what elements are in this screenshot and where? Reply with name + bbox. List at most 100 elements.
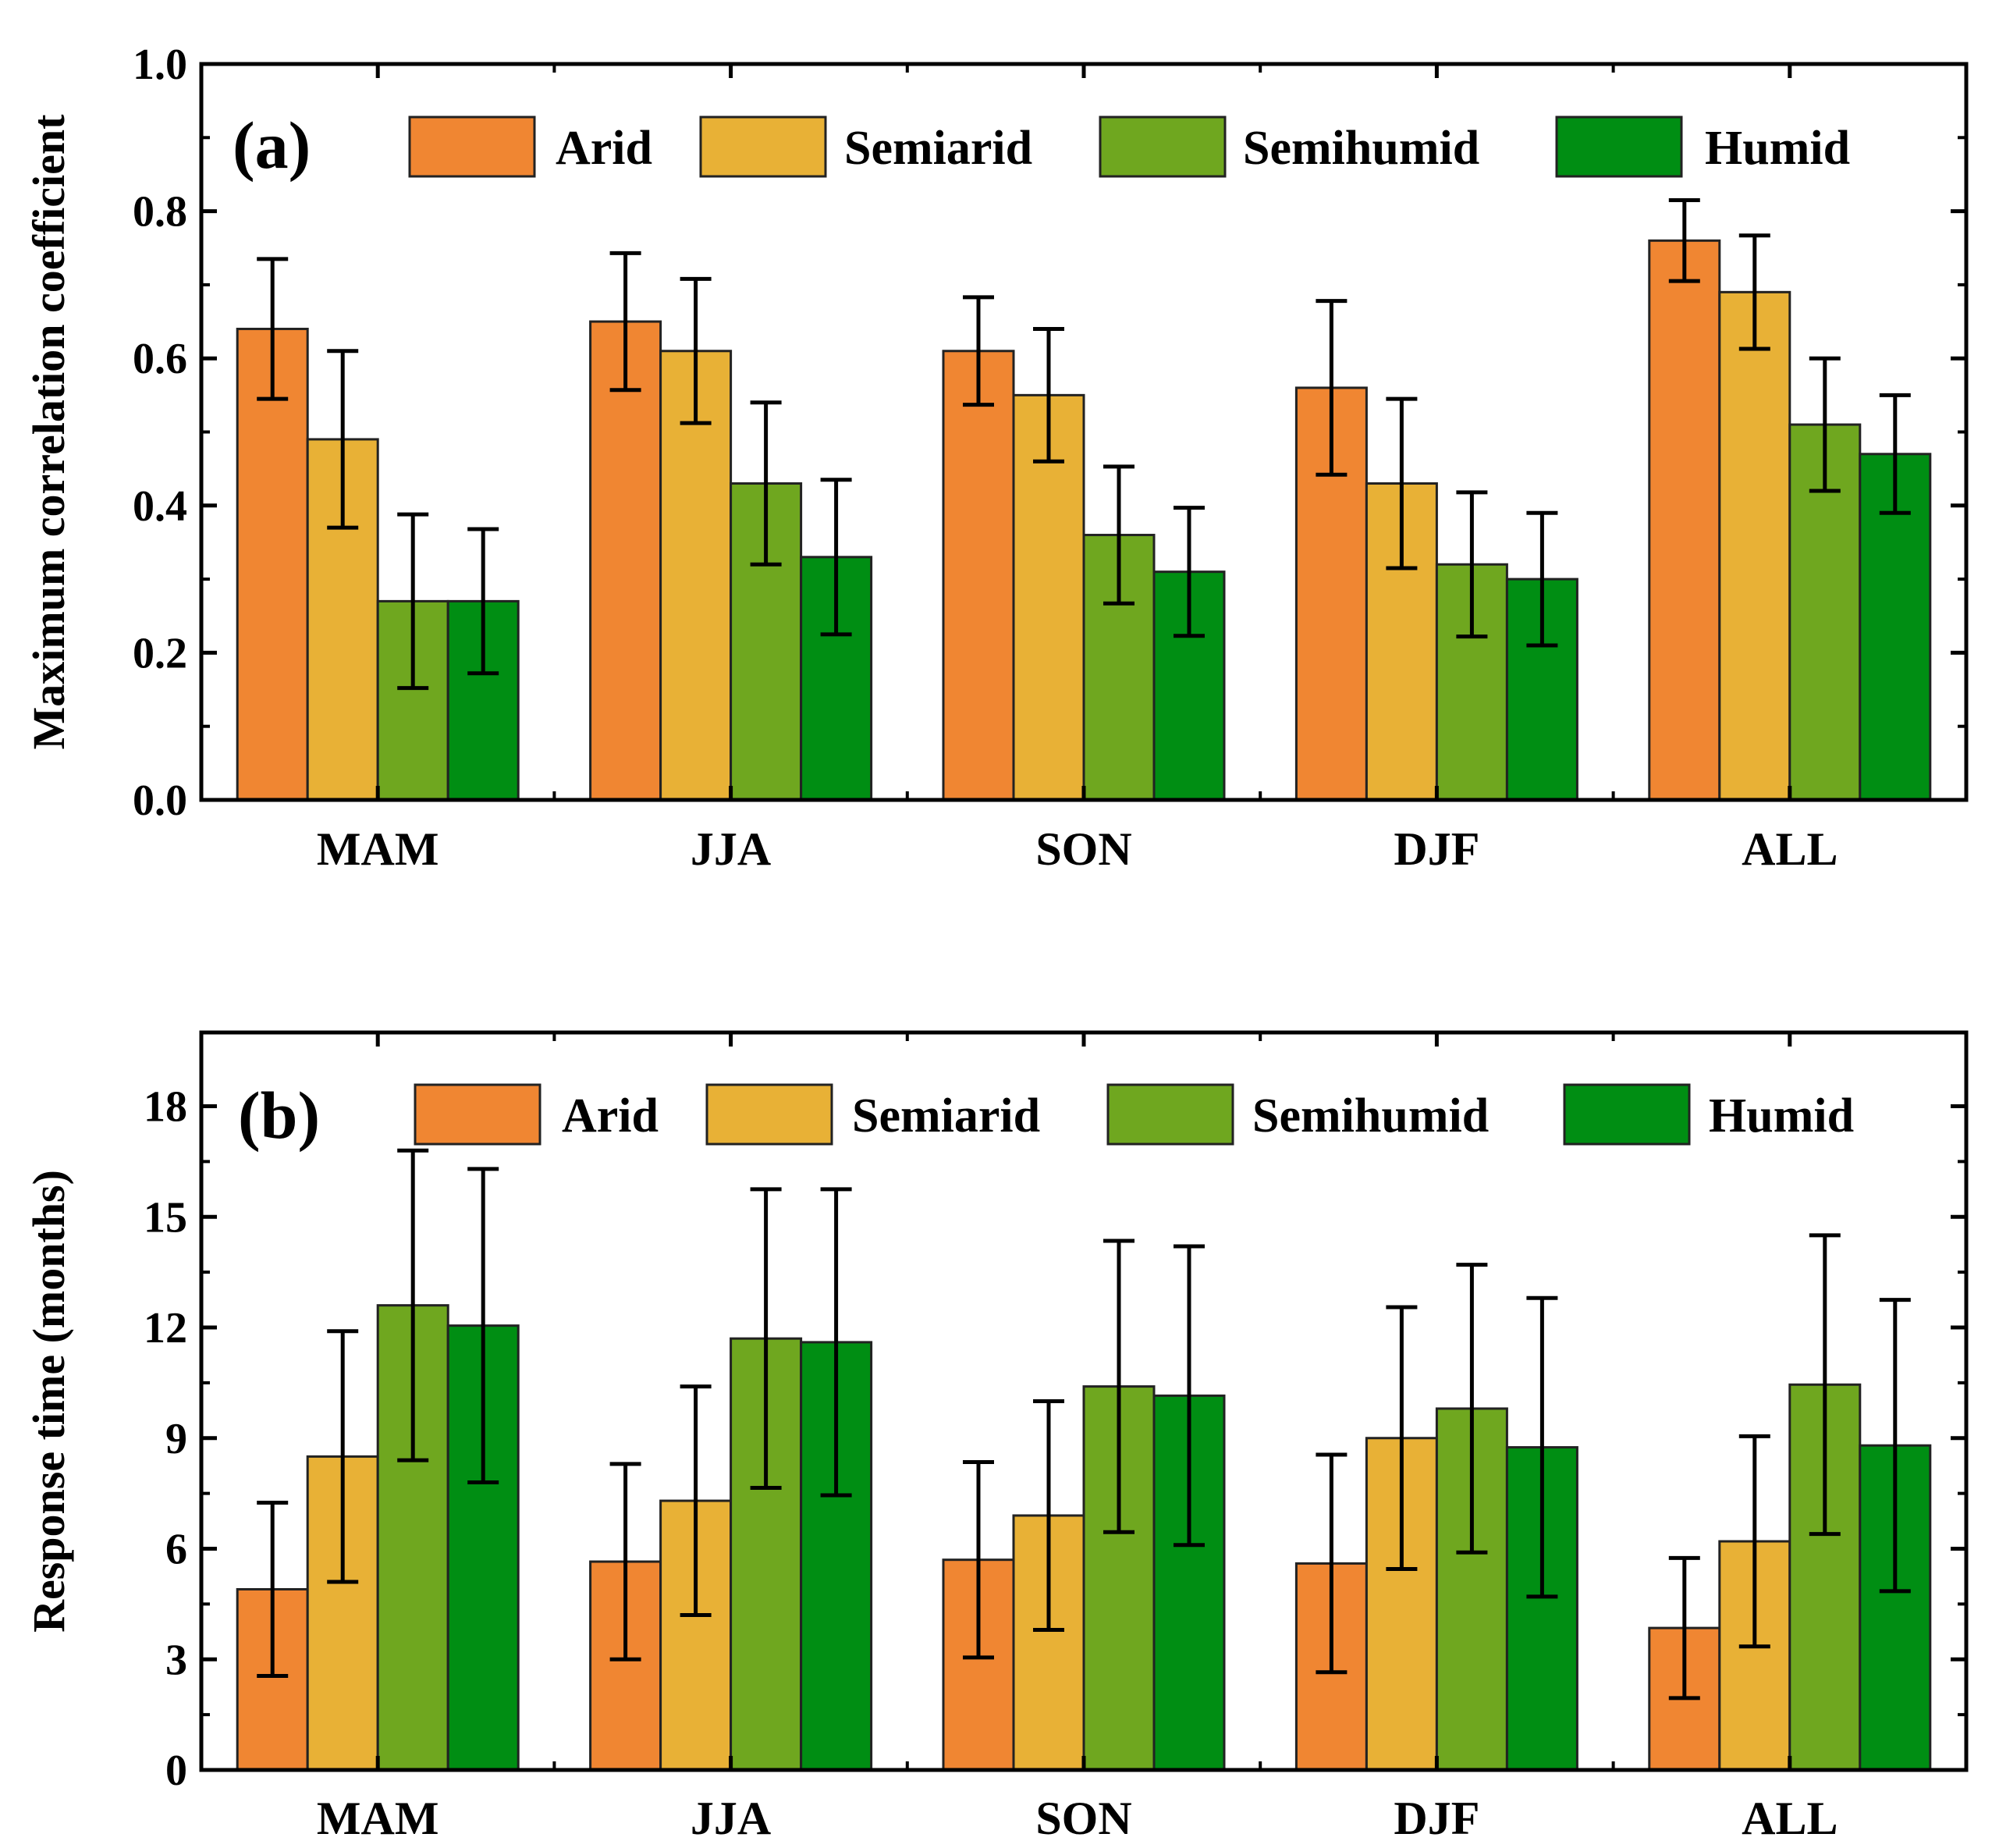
error-bar-semihumid-mam	[397, 1148, 429, 1462]
error-bar-arid-djf	[1316, 299, 1348, 477]
x-category-label: ALL	[1742, 1793, 1838, 1844]
error-bar-humid-jja	[820, 1187, 852, 1498]
error-bar-humid-djf	[1526, 1295, 1558, 1599]
error-bar-arid-son	[963, 1459, 994, 1660]
error-bar-semiarid-djf	[1386, 396, 1418, 570]
x-category-label: JJA	[691, 1793, 771, 1844]
legend-swatch-humid	[1555, 116, 1683, 178]
error-bar-humid-son	[1174, 1244, 1205, 1548]
error-bar-semiarid-all	[1738, 1434, 1770, 1649]
x-category-label: JJA	[691, 823, 771, 875]
error-bar-semihumid-all	[1809, 1233, 1841, 1537]
error-bar-humid-mam	[467, 527, 499, 676]
error-bar-semiarid-jja	[680, 276, 712, 425]
error-bar-humid-jja	[820, 478, 852, 637]
legend: Arid Semiarid Semihumid Humid	[408, 116, 1850, 178]
legend-swatch-semihumid	[1099, 116, 1227, 178]
error-bar-arid-jja	[609, 251, 641, 393]
error-bar-semihumid-jja	[750, 1187, 782, 1491]
y-tick-label: 0.0	[133, 777, 187, 825]
legend-label-humid: Humid	[1705, 122, 1850, 175]
legend-swatch-semihumid	[1106, 1083, 1234, 1146]
x-category-label: SON	[1035, 823, 1131, 875]
bar-arid-mam	[236, 327, 309, 801]
error-bar-semiarid-mam	[327, 1329, 359, 1584]
y-tick-label: 0.8	[133, 188, 187, 236]
error-bar-semihumid-son	[1103, 464, 1134, 606]
legend-swatch-arid	[408, 116, 536, 178]
bar-humid-mam	[446, 599, 520, 801]
error-bar-semiarid-son	[1033, 326, 1064, 464]
error-bar-arid-mam	[257, 1500, 289, 1679]
y-tick-label: 0.6	[133, 335, 187, 383]
series-humid	[446, 1167, 1932, 1772]
error-bar-semiarid-all	[1738, 233, 1770, 351]
y-axis-title: Response time (months)	[23, 1170, 74, 1633]
legend-label-semiarid: Semiarid	[844, 122, 1032, 175]
series-arid	[236, 1452, 1721, 1772]
y-tick-label: 9	[165, 1415, 187, 1463]
bar-arid-all	[1648, 239, 1721, 801]
series-semihumid	[376, 356, 1862, 801]
legend-label-arid: Arid	[562, 1089, 659, 1143]
legend-label-semiarid: Semiarid	[852, 1089, 1040, 1143]
chart-panel-b: 0 3 6 9 12 15 18 MAM JJA SON DJF ALL Response time (…	[23, 1030, 1969, 1844]
legend-label-arid: Arid	[556, 122, 652, 175]
legend-swatch-humid	[1563, 1083, 1691, 1146]
error-bar-arid-son	[963, 295, 994, 407]
y-axis-title: Maximum correlation coefficient	[23, 114, 74, 750]
panel-label: (a)	[233, 108, 311, 183]
y-tick-label: 0.4	[133, 482, 187, 531]
error-bar-semihumid-mam	[397, 512, 429, 691]
error-bar-humid-all	[1879, 1298, 1911, 1594]
y-tick-label: 0	[165, 1747, 187, 1795]
series-semiarid	[306, 1305, 1791, 1772]
series-arid	[236, 197, 1721, 801]
error-bar-humid-all	[1879, 393, 1911, 515]
error-bar-humid-mam	[467, 1167, 499, 1484]
bar-semiarid-all	[1718, 290, 1791, 801]
legend-swatch-arid	[414, 1083, 541, 1146]
y-tick-label: 6	[165, 1526, 187, 1574]
chart-panel-a: 0.0 0.2 0.4 0.6 0.8 1.0 MAM JJA SON DJF ALL Maximum…	[23, 41, 1969, 875]
y-tick-label: 1.0	[133, 41, 187, 89]
error-bar-arid-djf	[1316, 1452, 1348, 1675]
legend-swatch-semiarid	[699, 116, 827, 178]
x-category-label: MAM	[317, 1793, 439, 1844]
error-bar-semihumid-son	[1103, 1239, 1134, 1534]
x-category-label: ALL	[1742, 823, 1838, 875]
x-category-label: DJF	[1394, 1793, 1479, 1844]
error-bar-semiarid-djf	[1386, 1305, 1418, 1571]
error-bar-semiarid-jja	[680, 1384, 712, 1618]
x-category-label: DJF	[1394, 823, 1479, 875]
legend-label-semihumid: Semihumid	[1243, 122, 1479, 175]
error-bar-humid-djf	[1526, 510, 1558, 648]
error-bar-semiarid-son	[1033, 1399, 1064, 1632]
bar-arid-jja	[589, 320, 662, 801]
y-tick-label: 18	[144, 1083, 187, 1132]
legend-label-humid: Humid	[1709, 1089, 1854, 1143]
y-tick-label: 3	[165, 1636, 187, 1684]
error-bar-arid-mam	[257, 257, 289, 401]
error-bar-arid-jja	[609, 1462, 641, 1661]
x-category-label: SON	[1035, 1793, 1131, 1844]
legend-swatch-semiarid	[705, 1083, 833, 1146]
error-bar-arid-all	[1668, 1555, 1700, 1701]
error-bar-humid-son	[1174, 506, 1205, 638]
legend: Arid Semiarid Semihumid Humid	[414, 1083, 1854, 1146]
y-tick-label: 0.2	[133, 629, 187, 677]
error-bar-semihumid-djf	[1456, 1263, 1488, 1555]
error-bar-semiarid-mam	[327, 349, 359, 530]
error-bar-arid-all	[1668, 197, 1700, 283]
legend-label-semihumid: Semihumid	[1252, 1089, 1489, 1143]
panel-label: (b)	[238, 1078, 320, 1153]
error-bar-semihumid-jja	[750, 400, 782, 567]
bar-arid-son	[942, 350, 1015, 801]
series-semiarid	[306, 233, 1791, 801]
error-bar-semihumid-all	[1809, 356, 1841, 493]
y-tick-label: 12	[144, 1304, 187, 1352]
y-tick-label: 15	[144, 1193, 187, 1242]
x-category-label: MAM	[317, 823, 439, 875]
series-humid	[446, 393, 1932, 801]
